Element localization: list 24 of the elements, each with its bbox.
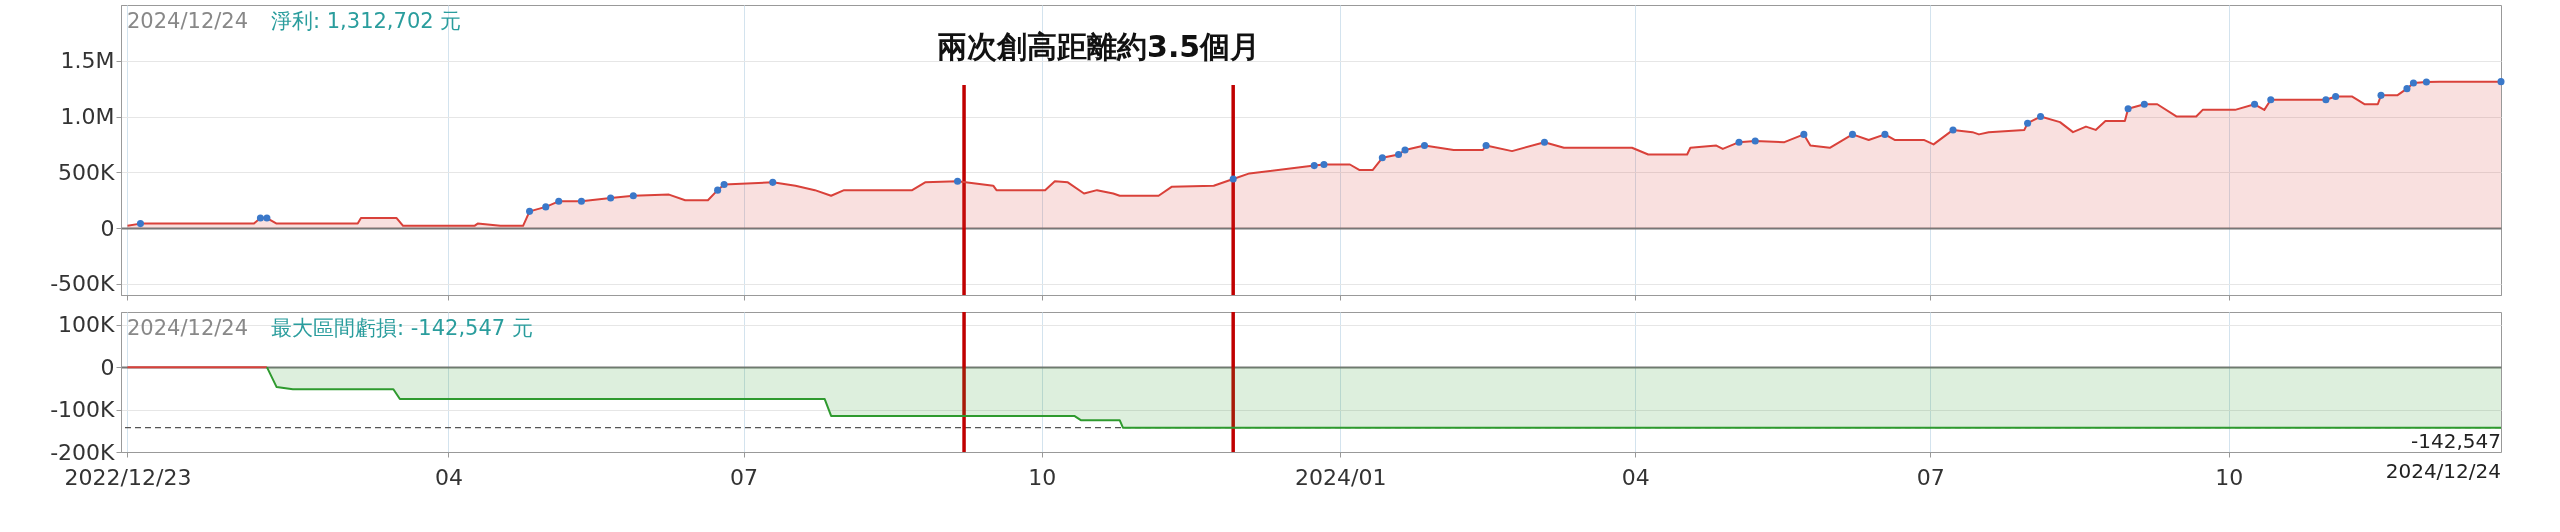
y-tick-label: 100K bbox=[58, 312, 116, 338]
annotation: 淨利: 1,312,702 元 bbox=[271, 9, 462, 33]
y-tick-label: -200K bbox=[50, 439, 116, 465]
y-tick-label: 500K bbox=[58, 159, 116, 185]
x-tick-label: 04 bbox=[434, 464, 463, 490]
x-tick-label: 07 bbox=[730, 464, 759, 490]
y-tick-label: 1.5M bbox=[60, 48, 115, 74]
x-tick-label: 10 bbox=[1028, 464, 1057, 490]
x-tick-label: 07 bbox=[1916, 464, 1945, 490]
y-tick-label: 0 bbox=[100, 354, 115, 380]
x-tick-label: 04 bbox=[1621, 464, 1650, 490]
y-tick-label: 1.0M bbox=[60, 104, 115, 130]
x-tick-label: 2022/12/23 bbox=[64, 464, 192, 490]
x-tick-label: 10 bbox=[2215, 464, 2244, 490]
annotation: 2024/12/24 bbox=[127, 9, 249, 33]
ref-line-label: -142,547 bbox=[2411, 428, 2501, 453]
x-tick-label: 2024/01 bbox=[1294, 464, 1387, 490]
annotation: 兩次創高距離約3.5個月 bbox=[937, 29, 1261, 64]
y-tick-label: -100K bbox=[50, 397, 116, 423]
annotation: 2024/12/24 bbox=[127, 316, 249, 340]
text: 2024/12/24 bbox=[2385, 459, 2501, 483]
y-tick-label: 0 bbox=[100, 215, 115, 241]
y-tick-label: -500K bbox=[50, 271, 116, 297]
annotation: 最大區間虧損: -142,547 元 bbox=[271, 316, 533, 340]
